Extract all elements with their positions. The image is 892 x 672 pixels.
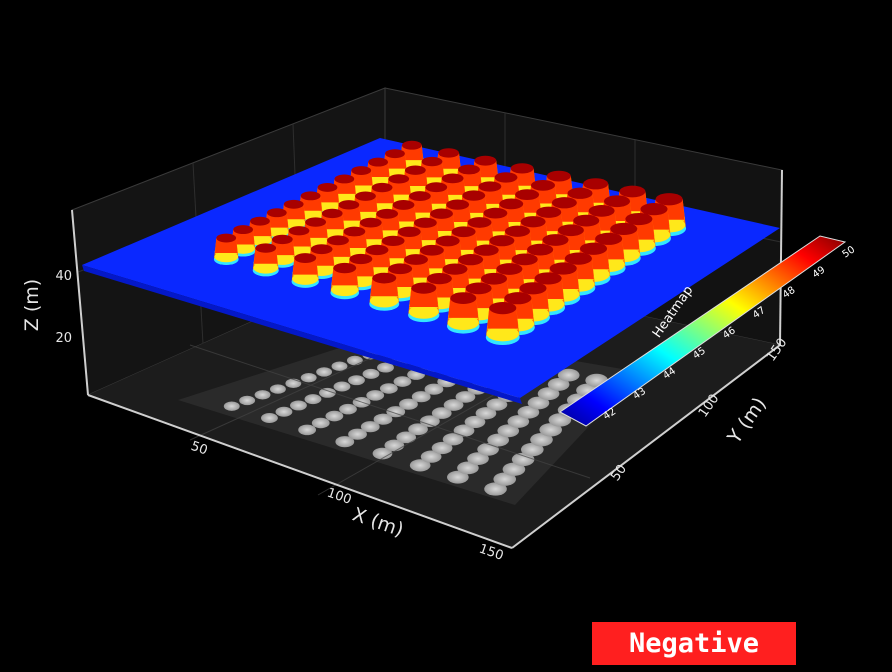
floor-dot [362,368,380,379]
colorbar-tick: 50 [841,244,858,260]
floor-dot [420,450,442,463]
surface-bump [330,262,360,300]
surface-bump [408,282,440,323]
floor-dot [333,381,351,392]
floor-dot [411,391,431,403]
surface-bump [213,233,239,265]
floor-dot [467,452,489,466]
floor-dot [311,417,330,429]
floor-dots [223,338,608,496]
negative-badge: Negative [592,622,796,665]
z-axis-ticks: 20 40 [55,269,72,346]
colorbar-tick: 48 [781,285,798,301]
floor-dot [373,413,393,425]
floor-dot [442,433,464,446]
floor-dot [517,405,540,419]
surface-plate-edge [82,265,522,404]
floor-dot [431,441,453,455]
floor-dot [300,372,317,383]
floor-dot [511,452,535,467]
floor-dot [530,432,553,447]
floor-dot [396,431,417,444]
floor-dot [424,383,444,395]
floor-dot [316,367,333,377]
floor-dot [366,390,385,401]
floor-dot [502,462,526,476]
surface-bump [281,199,307,232]
floor-dot [379,383,398,394]
floor-dot [285,378,302,389]
colorbar-ramp [559,235,847,427]
floor-dot [486,398,508,411]
floor-dot [335,436,355,448]
z-axis-title: Z (m) [21,279,43,331]
floor-dot [319,387,336,398]
floor-dot [269,384,286,394]
floor-dot [275,406,293,417]
floor-dot [527,396,550,410]
floor-dot [443,399,464,411]
surface-bump [369,272,400,311]
surface-bump [446,292,480,334]
y-axis-title: Y (m) [723,393,771,448]
floor-dot [547,378,570,391]
floor-dot [557,368,580,382]
surface-bump [485,302,520,346]
floor-dot [507,415,530,428]
floor-dot [457,461,479,475]
floor-dot [493,472,517,486]
surface-bump [332,174,357,206]
floor-dot [377,362,394,373]
surface-bump [291,253,319,288]
x-tick: 50 [189,439,210,459]
floor-dot [447,470,469,484]
floor-dot [409,459,431,472]
floor-dot [223,401,240,411]
floor-dot [348,375,365,386]
floor-dot [261,413,278,424]
floor-dot [346,355,363,366]
floor-dot [484,482,507,496]
floor-dot [290,400,307,411]
floor-dot [304,394,322,405]
floor-dot [254,390,271,400]
floor-dot [360,421,380,433]
floor-dot [393,376,412,387]
floor-dot [399,398,418,410]
z-tick: 20 [55,331,72,346]
floor-dot [497,424,520,438]
floor-dot [325,410,344,422]
floor-dot [464,415,486,429]
floor-dot [239,395,256,406]
floor-dot [453,424,475,437]
floor-dot [487,433,509,447]
floor-dot [455,391,476,403]
floor-dot [372,447,393,460]
floor-dot [331,361,348,371]
floor-dot [348,428,367,440]
floor-dot [537,387,560,401]
z-tick: 40 [55,269,72,284]
surface-bumps [213,140,687,346]
x-axis-title: X (m) [350,503,407,541]
axis-lines [71,169,783,549]
floor-dot [408,423,428,436]
floor-dot [339,403,357,415]
floor-dot [520,442,544,457]
floor-dot [298,424,317,436]
floor-dot [431,407,452,419]
colorbar-tick: 49 [811,265,828,281]
floor-dot [548,413,572,427]
floor-dot [539,423,562,437]
floor-dot [475,407,497,420]
surface-bump [252,243,279,277]
floor-dot [420,415,440,427]
